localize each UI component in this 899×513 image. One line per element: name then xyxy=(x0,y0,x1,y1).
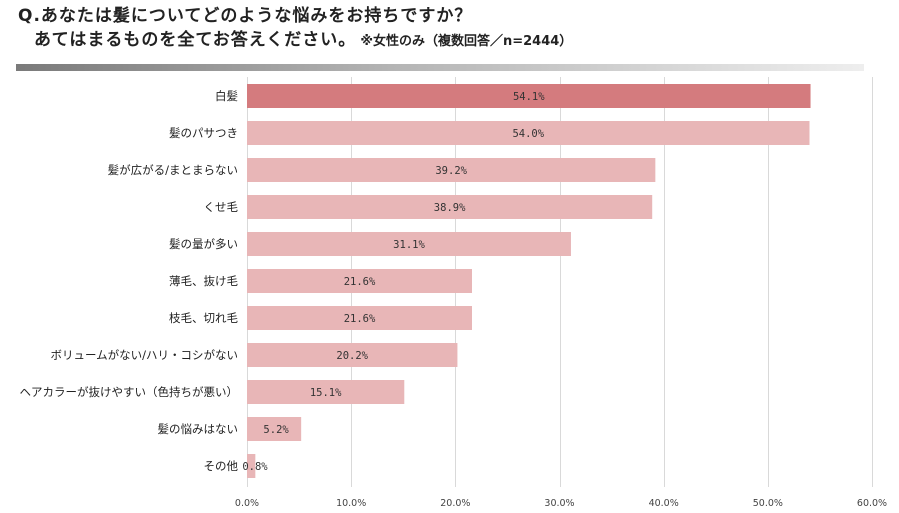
chart-title-line2: あてはまるものを全てお答えください。 ※女性のみ（複数回答／n=2444） xyxy=(18,28,888,54)
bar xyxy=(247,269,472,293)
title-underline-bar xyxy=(16,64,864,71)
category-label: 髪の量が多い xyxy=(169,237,238,251)
chart-title-line1: Q.あなたは髪についてどのような悩みをお持ちですか？ xyxy=(18,6,473,26)
x-tick-label: 10.0% xyxy=(336,498,366,509)
category-label: 髪が広がる/まとまらない xyxy=(108,163,238,177)
data-label: 5.2% xyxy=(263,424,289,436)
category-label: ヘアカラーが抜けやすい（色持ちが悪い） xyxy=(20,385,239,399)
category-label: 髪のパサつき xyxy=(169,126,238,140)
bar xyxy=(247,121,810,145)
category-label: 髪の悩みはない xyxy=(158,422,239,436)
data-label: 54.1% xyxy=(513,91,545,103)
data-label: 38.9% xyxy=(434,202,466,214)
bar xyxy=(247,306,472,330)
x-tick-label: 40.0% xyxy=(649,498,679,509)
bar xyxy=(247,195,653,219)
data-label: 0.8% xyxy=(242,461,268,473)
bar xyxy=(247,158,656,182)
bar xyxy=(247,84,811,108)
x-tick-label: 0.0% xyxy=(235,498,259,509)
data-label: 15.1% xyxy=(310,387,342,399)
category-label: ボリュームがない/ハリ・コシがない xyxy=(50,348,238,362)
data-label: 21.6% xyxy=(344,276,376,288)
bar xyxy=(247,454,256,478)
category-label: 枝毛、切れ毛 xyxy=(169,311,238,325)
category-label: くせ毛 xyxy=(204,200,239,214)
x-tick-label: 60.0% xyxy=(857,498,887,509)
data-label: 54.0% xyxy=(512,128,544,140)
category-label: 白髪 xyxy=(215,89,238,103)
bar xyxy=(247,232,571,256)
chart-note: ※女性のみ（複数回答／n=2444） xyxy=(360,34,573,49)
chart-header: Q.あなたは髪についてどのような悩みをお持ちですか？ あてはまるものを全てお答え… xyxy=(18,4,888,54)
data-label: 39.2% xyxy=(435,165,467,177)
bar xyxy=(247,417,302,441)
x-tick-label: 30.0% xyxy=(544,498,574,509)
bar xyxy=(247,380,405,404)
data-label: 21.6% xyxy=(344,313,376,325)
x-tick-label: 20.0% xyxy=(440,498,470,509)
bar xyxy=(247,343,458,367)
chart-title-line2-text: あてはまるものを全てお答えください。 xyxy=(34,30,357,50)
category-label: その他 xyxy=(204,459,239,473)
category-label: 薄毛、抜け毛 xyxy=(169,274,238,288)
data-label: 31.1% xyxy=(393,239,425,251)
x-tick-label: 50.0% xyxy=(753,498,783,509)
data-label: 20.2% xyxy=(336,350,368,362)
